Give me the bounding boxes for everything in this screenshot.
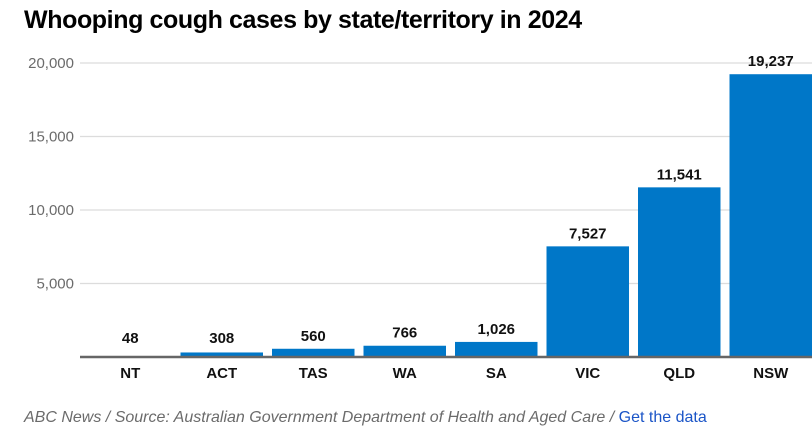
x-tick-label: NSW — [753, 365, 789, 382]
y-tick-label: 10,000 — [28, 202, 74, 219]
bar-chart: 5,000 10,000 15,000 20,000 48 308 560 766 1,026… — [28, 53, 812, 382]
data-label: 19,237 — [748, 53, 794, 70]
chart-footer: ABC News / Source: Australian Government… — [24, 409, 707, 427]
data-label: 308 — [209, 330, 234, 347]
data-label: 7,527 — [569, 225, 607, 242]
data-label: 1,026 — [477, 321, 515, 338]
x-tick-label: QLD — [663, 365, 695, 382]
y-axis: 5,000 10,000 15,000 20,000 — [28, 55, 74, 293]
data-label: 766 — [392, 325, 417, 342]
bar-sa — [455, 341, 538, 357]
data-label: 560 — [301, 328, 326, 345]
bar-qld — [638, 187, 721, 357]
bar-vic — [546, 246, 629, 357]
x-tick-label: ACT — [206, 365, 237, 382]
x-tick-label: SA — [486, 365, 507, 382]
x-axis: NT ACT TAS WA SA VIC QLD NSW — [120, 365, 789, 382]
y-tick-label: 15,000 — [28, 129, 74, 146]
data-labels: 48 308 560 766 1,026 7,527 11,541 19,237 — [122, 53, 794, 347]
bar-wa — [363, 345, 446, 357]
x-tick-label: TAS — [299, 365, 328, 382]
x-tick-label: WA — [393, 365, 417, 382]
source-credit: ABC News / Source: Australian Government… — [24, 409, 619, 426]
bar-nsw — [729, 74, 812, 358]
data-label: 48 — [122, 330, 139, 347]
chart-title: Whooping cough cases by state/territory … — [24, 6, 582, 34]
bar-act — [180, 352, 263, 357]
get-the-data-link[interactable]: Get the data — [618, 409, 707, 426]
y-tick-label: 20,000 — [28, 55, 74, 72]
data-label: 11,541 — [657, 166, 702, 183]
x-tick-label: NT — [120, 365, 140, 382]
bar-tas — [272, 348, 355, 357]
x-tick-label: VIC — [575, 365, 600, 382]
bars — [89, 74, 812, 358]
y-tick-label: 5,000 — [36, 276, 74, 293]
